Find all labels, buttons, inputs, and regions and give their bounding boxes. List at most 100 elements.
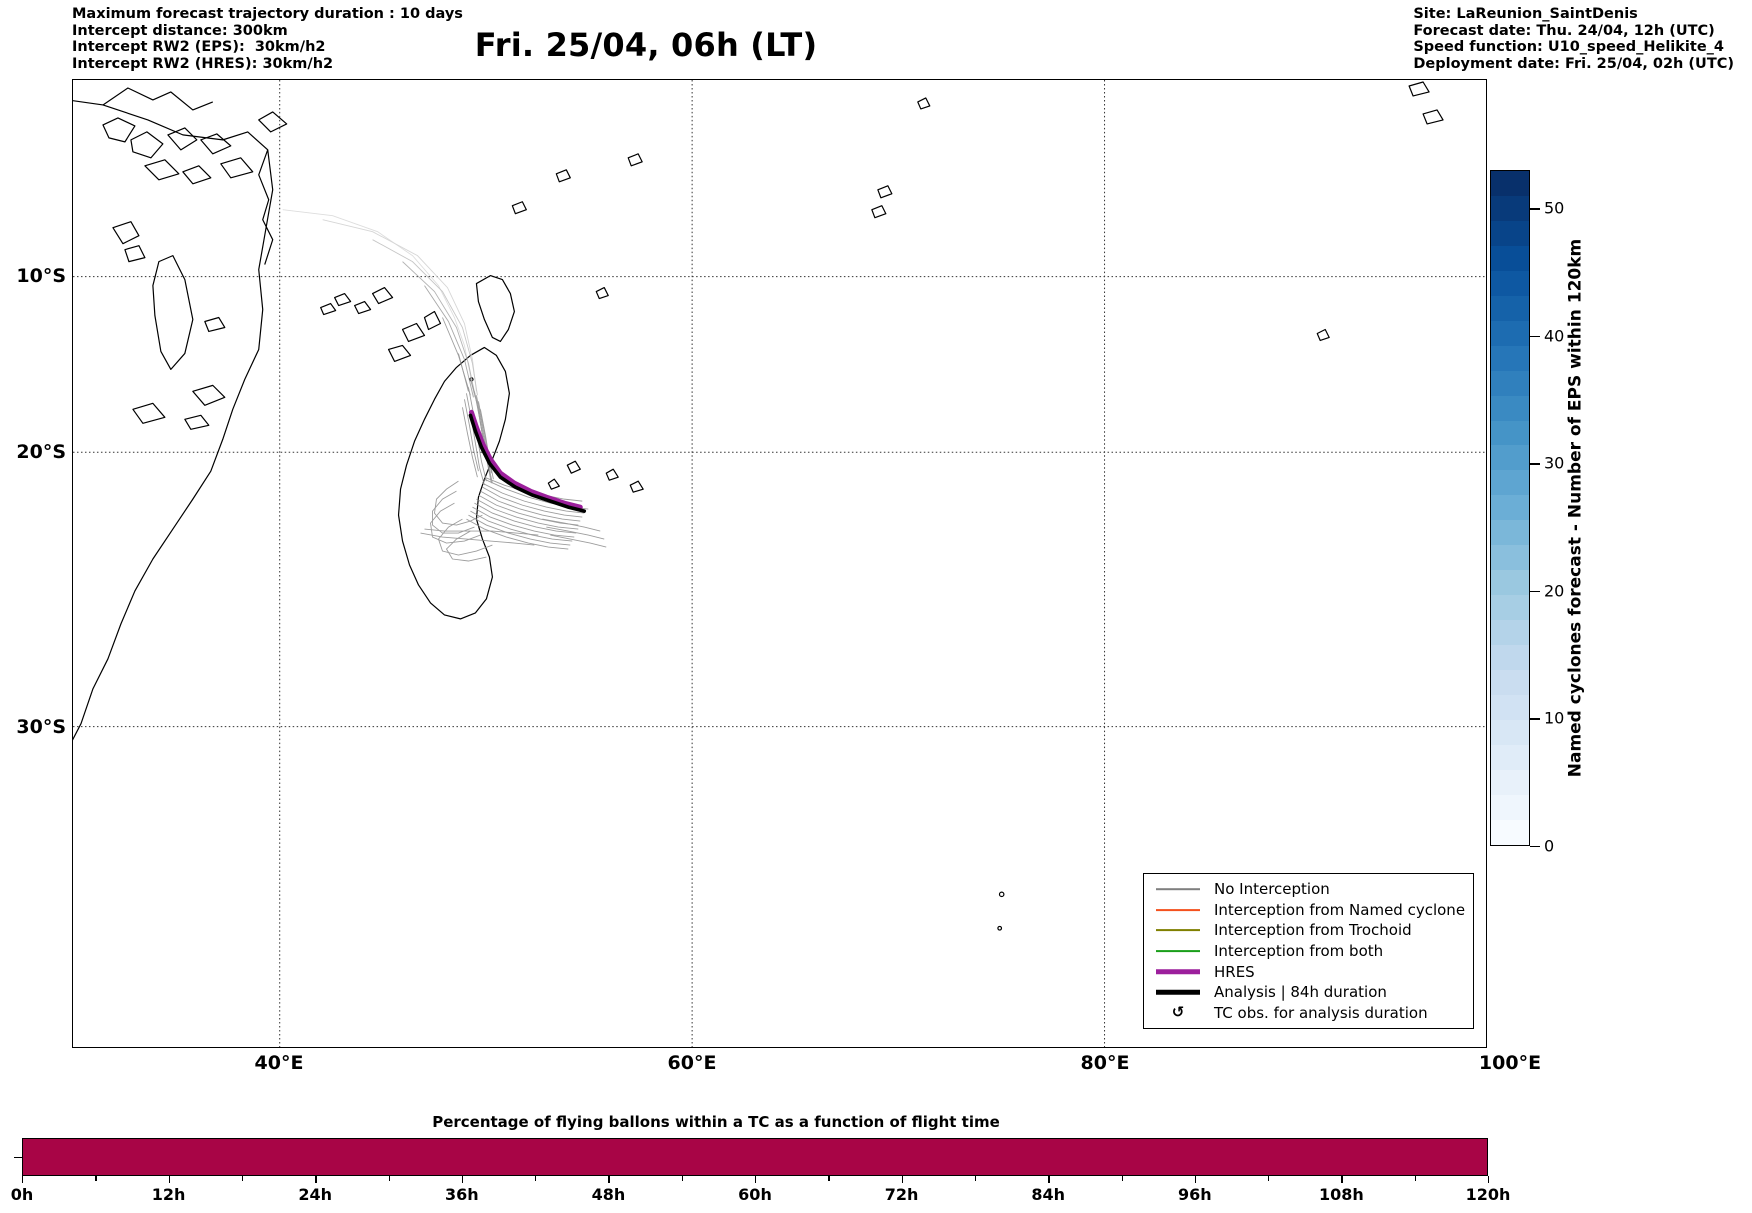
legend-item[interactable]: Analysis | 84h duration xyxy=(1144,982,1473,1003)
coastlines xyxy=(73,81,1444,931)
time-axis-minor-tick xyxy=(1414,1176,1417,1181)
lat-tick-label: 30°S xyxy=(16,716,66,738)
percentage-bar-ytick xyxy=(14,1157,22,1159)
legend-item[interactable]: Interception from both xyxy=(1144,941,1473,962)
colorbar-segment xyxy=(1491,794,1529,820)
time-axis-minor-tick xyxy=(1268,1176,1270,1181)
colorbar-segment xyxy=(1491,719,1529,745)
legend-swatch-trochoid xyxy=(1154,923,1202,937)
colorbar-segment xyxy=(1491,345,1529,371)
colorbar-tick-label: 40 xyxy=(1544,326,1565,346)
cyclone-icon: ↺ xyxy=(1171,1003,1185,1022)
map-gridlines xyxy=(73,80,1486,1047)
map-panel[interactable]: No Interception Interception from Named … xyxy=(72,79,1487,1048)
colorbar-segment xyxy=(1491,520,1529,546)
legend-item[interactable]: ↺ TC obs. for analysis duration xyxy=(1144,1003,1473,1024)
colorbar-segment xyxy=(1491,295,1529,321)
legend-label: Interception from both xyxy=(1214,942,1384,961)
header-left-info: Maximum forecast trajectory duration : 1… xyxy=(72,6,463,72)
percentage-bar-fill xyxy=(23,1139,1487,1175)
legend-label: TC obs. for analysis duration xyxy=(1214,1003,1428,1022)
colorbar-title: Named cyclones forecast - Number of EPS … xyxy=(1560,170,1590,846)
colorbar-segment xyxy=(1491,570,1529,596)
colorbar-tick xyxy=(1530,335,1540,338)
colorbar-segment xyxy=(1491,670,1529,696)
colorbar-segment xyxy=(1491,245,1529,271)
colorbar-tick-label: 10 xyxy=(1544,708,1565,728)
time-axis-minor-tick xyxy=(535,1176,537,1181)
time-axis-tick xyxy=(22,1176,24,1183)
colorbar-tick xyxy=(1530,846,1540,848)
colorbar-segment xyxy=(1491,320,1529,346)
lon-tick-label: 100°E xyxy=(1478,1052,1542,1074)
legend-swatch-analysis xyxy=(1154,985,1202,999)
legend-item[interactable]: Interception from Named cyclone xyxy=(1144,900,1473,921)
header-line: Intercept RW2 (HRES): 30km/h2 xyxy=(72,55,334,72)
lon-tick-label: 80°E xyxy=(1080,1052,1130,1074)
time-axis-minor-tick xyxy=(974,1176,977,1181)
lon-tick-label: 40°E xyxy=(254,1052,304,1074)
time-axis-tick-label: 84h xyxy=(1031,1185,1066,1204)
legend-label: Interception from Named cyclone xyxy=(1214,900,1466,919)
colorbar-segment xyxy=(1491,645,1529,671)
header-line: Site: LaReunion_SaintDenis xyxy=(1413,6,1638,22)
colorbar-segment xyxy=(1491,220,1529,246)
ensemble-trajectories xyxy=(282,209,607,562)
time-axis-tick-label: 120h xyxy=(1465,1185,1511,1204)
colorbar-tick xyxy=(1530,463,1540,465)
colorbar-segment xyxy=(1491,171,1529,196)
time-axis-tick-label: 0h xyxy=(10,1185,34,1204)
legend-swatch-named-cyclone xyxy=(1154,903,1202,917)
colorbar-tick xyxy=(1530,718,1540,720)
colorbar[interactable]: 0 10 20 30 40 50 xyxy=(1490,170,1564,856)
time-axis-tick-label: 72h xyxy=(884,1185,919,1204)
time-axis-tick xyxy=(461,1176,464,1183)
colorbar-tick xyxy=(1530,590,1540,593)
lat-tick-label: 20°S xyxy=(16,441,66,463)
time-axis-tick xyxy=(1194,1176,1197,1183)
time-axis-tick-label: 36h xyxy=(444,1185,479,1204)
time-axis-tick-label: 24h xyxy=(298,1185,333,1204)
header-line: Speed function: U10_speed_Helikite_4 xyxy=(1413,39,1724,56)
time-axis-tick xyxy=(168,1176,170,1183)
map-legend: No Interception Interception from Named … xyxy=(1143,873,1474,1030)
time-axis-tick xyxy=(1488,1176,1490,1183)
time-axis-minor-tick xyxy=(388,1176,390,1181)
time-axis-tick-label: 60h xyxy=(738,1185,772,1204)
colorbar-segment xyxy=(1491,420,1529,446)
legend-swatch-both xyxy=(1154,944,1202,958)
colorbar-segment xyxy=(1491,769,1529,795)
lat-tick-label: 10°S xyxy=(16,265,66,287)
colorbar-segment xyxy=(1491,270,1529,296)
time-axis-minor-tick xyxy=(95,1176,97,1181)
map-canvas xyxy=(73,80,1486,1047)
time-axis-tick xyxy=(901,1176,903,1183)
colorbar-tick-label: 0 xyxy=(1544,836,1555,856)
legend-label: Analysis | 84h duration xyxy=(1214,983,1387,1002)
header-line: Deployment date: Fri. 25/04, 02h (UTC) xyxy=(1413,55,1734,72)
percentage-bar-axis[interactable] xyxy=(22,1138,1488,1176)
colorbar-segment xyxy=(1491,744,1529,770)
legend-swatch-hres xyxy=(1154,965,1202,979)
page-title: Fri. 25/04, 06h (LT) xyxy=(474,26,818,64)
colorbar-segment xyxy=(1491,819,1529,845)
colorbar-segment xyxy=(1491,695,1529,720)
hres-track xyxy=(468,409,583,510)
time-axis-tick xyxy=(1341,1176,1343,1183)
time-axis-tick xyxy=(1048,1176,1050,1183)
time-axis-tick xyxy=(755,1176,757,1183)
legend-item[interactable]: Interception from Trochoid xyxy=(1144,920,1473,941)
colorbar-segment xyxy=(1491,470,1529,496)
header-line: Intercept RW2 (EPS): 30km/h2 xyxy=(72,39,326,56)
colorbar-segment xyxy=(1491,595,1529,621)
colorbar-segment xyxy=(1491,495,1529,521)
legend-item[interactable]: No Interception xyxy=(1144,879,1473,900)
legend-label: HRES xyxy=(1214,962,1255,981)
header-right-info: Site: LaReunion_SaintDenis Forecast date:… xyxy=(1413,6,1734,72)
analysis-track xyxy=(468,413,587,513)
colorbar-tick xyxy=(1530,208,1540,210)
colorbar-segment xyxy=(1491,620,1529,646)
header-line: Forecast date: Thu. 24/04, 12h (UTC) xyxy=(1413,22,1715,39)
legend-item[interactable]: HRES xyxy=(1144,961,1473,982)
colorbar-title-text: Named cyclones forecast - Number of EPS … xyxy=(1565,238,1586,778)
